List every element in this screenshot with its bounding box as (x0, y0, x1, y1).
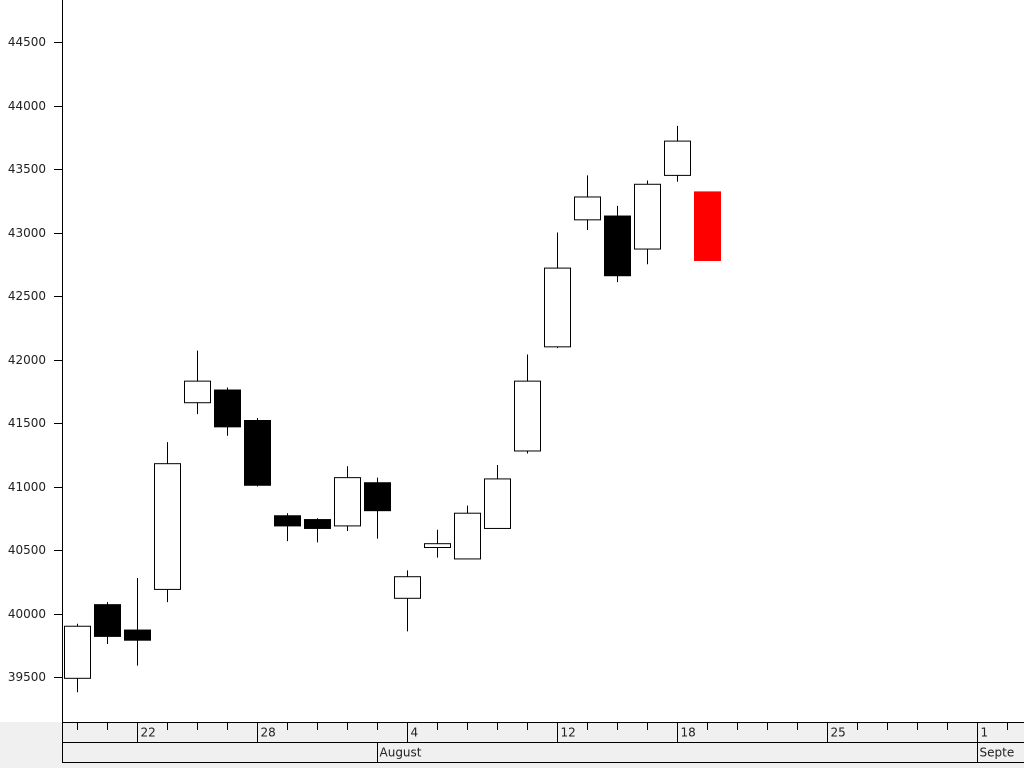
candle-body (124, 629, 151, 641)
y-tick-label: 44000 (8, 99, 46, 113)
candle-body (184, 380, 211, 404)
candle-body (514, 380, 541, 452)
x-tick-label: 22 (141, 726, 156, 740)
x-tick-label: 12 (561, 726, 576, 740)
candle-body (64, 625, 91, 679)
x-axis-band (0, 722, 1024, 768)
candle-body (304, 519, 331, 529)
candle-body (604, 215, 631, 277)
candle-body (394, 576, 421, 599)
candle-body (634, 183, 661, 250)
month-label: Septe (980, 746, 1015, 760)
candle-body (274, 515, 301, 527)
x-tick-label: 18 (681, 726, 696, 740)
y-tick-label: 43500 (8, 162, 46, 176)
y-tick-label: 40500 (8, 543, 46, 557)
candle-body (424, 543, 451, 549)
y-tick-label: 42000 (8, 353, 46, 367)
y-tick-label: 41000 (8, 480, 46, 494)
candle-body (214, 389, 241, 428)
candle-body (544, 267, 571, 348)
y-tick-label: 40000 (8, 607, 46, 621)
x-tick-label: 4 (411, 726, 419, 740)
candle-body (574, 196, 601, 221)
y-tick-label: 39500 (8, 670, 46, 684)
y-tick-label: 44500 (8, 35, 46, 49)
candle-body (454, 512, 481, 560)
x-tick-label: 25 (831, 726, 846, 740)
candle-body (694, 191, 721, 261)
candle-body (154, 463, 181, 590)
x-tick-label: 1 (981, 726, 989, 740)
x-tick-label: 28 (261, 726, 276, 740)
y-tick-label: 41500 (8, 416, 46, 430)
y-tick-label: 42500 (8, 289, 46, 303)
candle-body (244, 419, 271, 486)
y-tick-label: 43000 (8, 226, 46, 240)
candle-body (94, 604, 121, 637)
candle-body (484, 478, 511, 529)
candle-body (334, 477, 361, 527)
month-label: August (380, 746, 422, 760)
candle-body (664, 140, 691, 176)
candle-body (364, 482, 391, 512)
